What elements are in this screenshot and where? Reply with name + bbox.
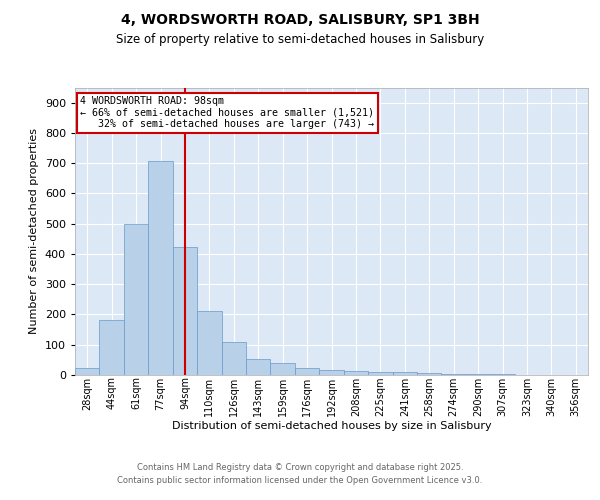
Text: Contains public sector information licensed under the Open Government Licence v3: Contains public sector information licen… [118,476,482,485]
Bar [124,224,148,375]
Bar [368,372,392,375]
Bar [344,371,368,375]
Bar [100,320,124,375]
Bar [490,374,515,375]
X-axis label: Distribution of semi-detached houses by size in Salisbury: Distribution of semi-detached houses by … [172,422,491,432]
Text: 4 WORDSWORTH ROAD: 98sqm
← 66% of semi-detached houses are smaller (1,521)
   32: 4 WORDSWORTH ROAD: 98sqm ← 66% of semi-d… [80,96,374,130]
Text: Contains HM Land Registry data © Crown copyright and database right 2025.: Contains HM Land Registry data © Crown c… [137,462,463,471]
Bar [295,368,319,375]
Bar [197,310,221,375]
Text: Size of property relative to semi-detached houses in Salisbury: Size of property relative to semi-detach… [116,32,484,46]
Bar [173,248,197,375]
Bar [417,372,442,375]
Bar [392,372,417,375]
Bar [221,342,246,375]
Y-axis label: Number of semi-detached properties: Number of semi-detached properties [29,128,39,334]
Bar [271,363,295,375]
Bar [466,374,490,375]
Bar [75,368,100,375]
Bar [148,161,173,375]
Bar [319,370,344,375]
Bar [246,360,271,375]
Text: 4, WORDSWORTH ROAD, SALISBURY, SP1 3BH: 4, WORDSWORTH ROAD, SALISBURY, SP1 3BH [121,12,479,26]
Bar [442,374,466,375]
